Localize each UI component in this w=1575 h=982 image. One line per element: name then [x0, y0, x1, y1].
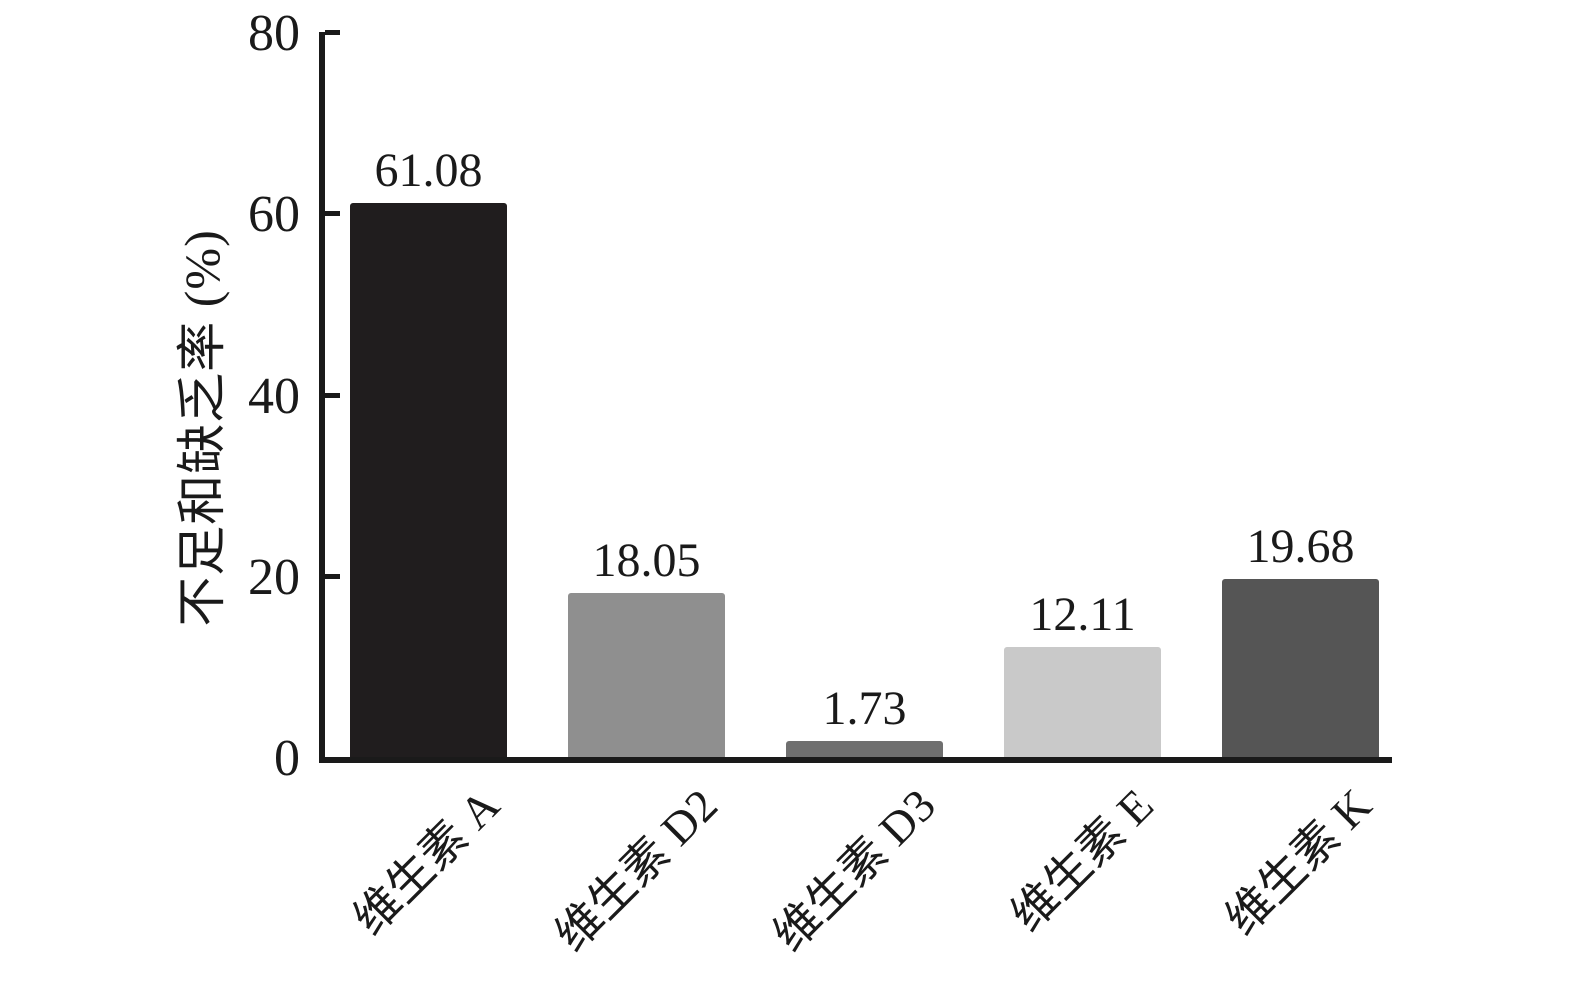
y-tick-label: 60 [248, 186, 300, 244]
bar-value-label: 19.68 [1246, 520, 1355, 573]
x-category-label: 维生素 K [1215, 779, 1381, 945]
y-tick-label: 20 [248, 548, 300, 606]
bar-value-label: 1.73 [822, 682, 907, 735]
y-axis-title: 不足和缺乏率 (%) [174, 229, 230, 627]
bar-5 [1222, 579, 1379, 757]
bar-value-label: 61.08 [374, 144, 483, 197]
bar-value-label: 12.11 [1029, 588, 1136, 641]
bar-1 [350, 203, 507, 757]
bar-value-label: 18.05 [592, 534, 701, 587]
x-axis-line [319, 757, 1392, 763]
y-tick-label: 0 [274, 730, 300, 787]
y-tick-label: 40 [248, 367, 300, 425]
y-tick-mark [325, 573, 340, 579]
y-tick-label: 80 [248, 5, 300, 62]
x-category-label: 维生素 A [343, 779, 509, 945]
x-category-label: 维生素 E [1001, 779, 1163, 941]
y-tick-mark [325, 392, 340, 398]
bar-4 [1004, 647, 1161, 757]
bar-3 [786, 741, 943, 757]
bar-2 [568, 593, 725, 757]
x-category-label: 维生素 D3 [763, 779, 945, 961]
y-tick-mark [325, 30, 340, 35]
y-tick-mark [325, 211, 340, 217]
y-axis-line [319, 32, 325, 763]
x-category-label: 维生素 D2 [545, 779, 727, 961]
